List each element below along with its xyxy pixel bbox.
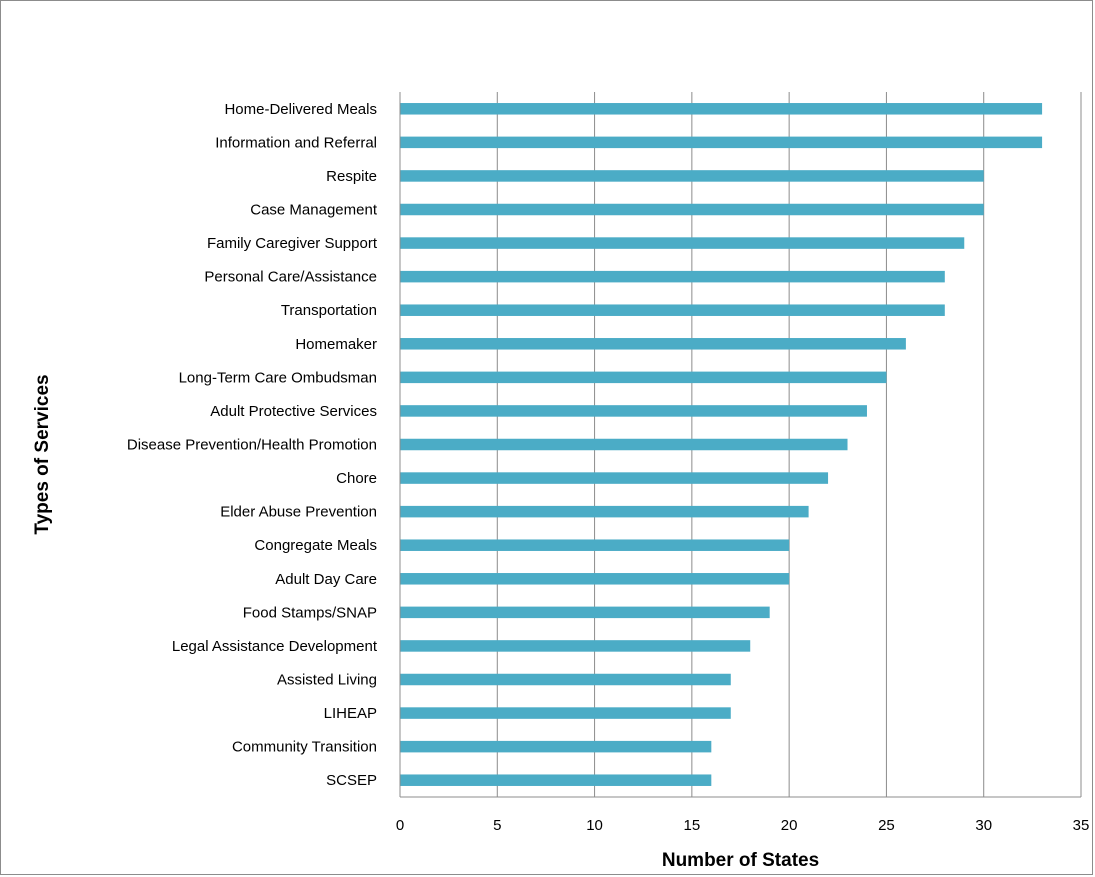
bar — [400, 707, 731, 719]
bar — [400, 237, 965, 249]
category-label: Personal Care/Assistance — [204, 269, 377, 286]
category-label: Family Caregiver Support — [207, 235, 378, 252]
x-tick-label: 20 — [781, 817, 798, 834]
category-label: Adult Protective Services — [210, 403, 377, 420]
bar — [400, 472, 829, 484]
bar — [400, 606, 770, 619]
x-tick-labels: 0 5 10 15 20 25 30 35 — [396, 817, 1090, 834]
bar — [400, 136, 1043, 149]
x-axis-title: Number of States — [662, 850, 819, 871]
x-tick-label: 0 — [396, 817, 404, 834]
bar — [400, 673, 731, 686]
x-tick-label: 30 — [975, 817, 992, 834]
bar — [400, 740, 712, 753]
bar — [400, 371, 887, 384]
category-label: Chore — [336, 470, 377, 487]
y-axis-title: Types of Services — [32, 374, 53, 534]
category-label: Long-Term Care Ombudsman — [179, 369, 377, 386]
bar — [400, 573, 790, 585]
x-tick-label: 10 — [586, 817, 603, 834]
bar — [400, 304, 945, 316]
category-label: SCSEP — [326, 772, 377, 789]
bar — [400, 405, 867, 417]
category-label: Transportation — [281, 302, 377, 319]
category-label: Legal Assistance Development — [172, 638, 378, 655]
category-label: Disease Prevention/Health Promotion — [127, 437, 377, 454]
bar — [400, 505, 809, 518]
bar — [400, 270, 945, 283]
bar — [400, 103, 1043, 115]
category-label: Food Stamps/SNAP — [243, 604, 377, 621]
bar — [400, 438, 848, 451]
bar — [400, 774, 712, 786]
x-tick-label: 15 — [684, 817, 701, 834]
x-tick-label: 25 — [878, 817, 895, 834]
bars — [400, 103, 1043, 786]
category-label: Information and Referral — [215, 134, 377, 151]
category-label: LIHEAP — [324, 705, 377, 722]
category-label: Assisted Living — [277, 672, 377, 689]
x-tick-label: 5 — [493, 817, 501, 834]
bar — [400, 338, 906, 350]
bar — [400, 640, 751, 652]
category-label: Home-Delivered Meals — [224, 101, 377, 118]
bar — [400, 203, 984, 216]
category-label: Respite — [326, 168, 377, 185]
bar — [400, 170, 984, 182]
category-label: Community Transition — [232, 739, 377, 756]
category-label: Adult Day Care — [275, 571, 377, 588]
category-label: Congregate Meals — [254, 537, 377, 554]
category-label: Elder Abuse Prevention — [220, 504, 377, 521]
x-tick-label: 35 — [1073, 817, 1090, 834]
category-labels: Home-Delivered Meals Information and Refe… — [127, 101, 378, 789]
category-label: Homemaker — [295, 336, 377, 353]
category-label: Case Management — [250, 202, 378, 219]
bar — [400, 539, 790, 551]
